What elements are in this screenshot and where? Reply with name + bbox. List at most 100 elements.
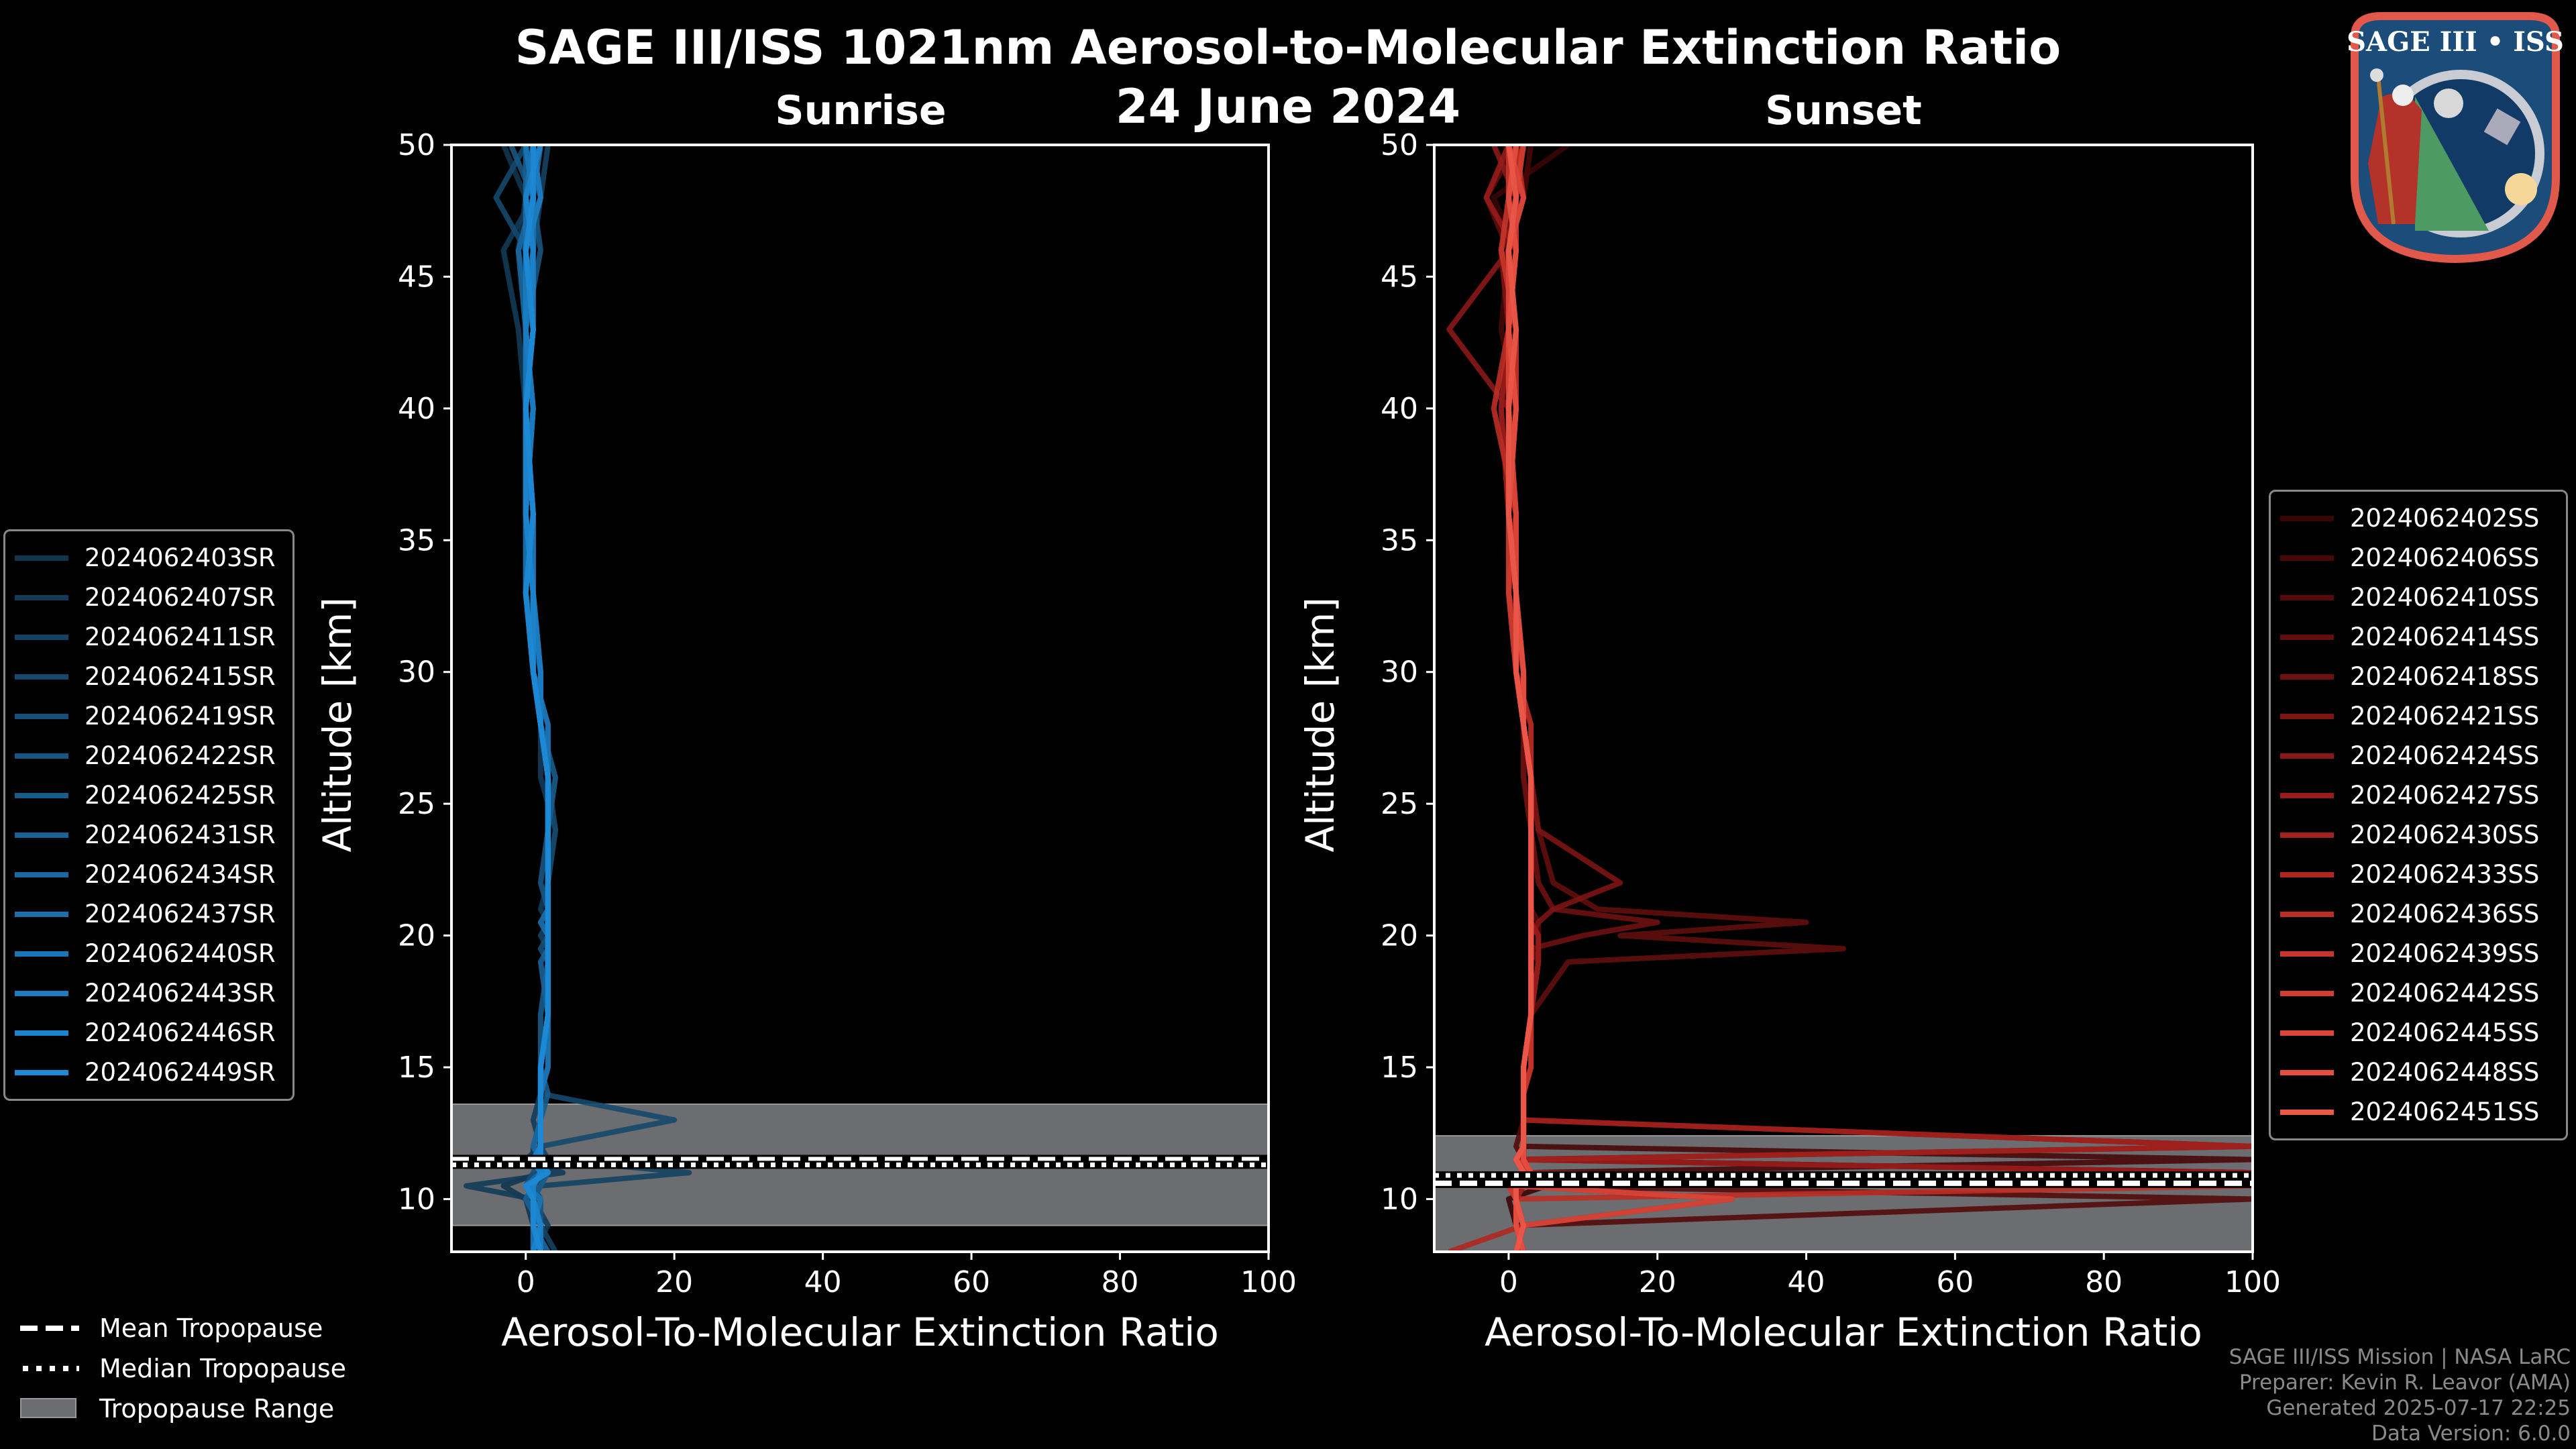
profile-line-2024062427SS (1483, 145, 2253, 1252)
y-axis-label: Altitude [km] (315, 597, 360, 852)
profile-line-2024062414SS (1483, 145, 2253, 1252)
legend-line-swatch (2280, 1109, 2334, 1115)
legend-entry: 2024062410SS (2280, 578, 2557, 617)
x-tick-label: 20 (1639, 1265, 1676, 1299)
profile-line-2024062406SS (1498, 145, 2253, 1252)
y-tick-label: 40 (1381, 392, 1418, 426)
legend-median-tropopause: Median Tropopause (20, 1348, 346, 1389)
y-tick-label: 35 (398, 523, 435, 557)
sunset-panel-title: Sunset (1765, 87, 1922, 134)
legend-tropopause-range: Tropopause Range (20, 1389, 346, 1429)
legend-label: 2024062446SR (85, 1018, 276, 1047)
legend-entry: 2024062414SS (2280, 617, 2557, 657)
legend-label: 2024062406SS (2350, 543, 2540, 572)
legend-entry: 2024062437SR (15, 894, 283, 934)
legend-label: 2024062449SR (85, 1058, 276, 1087)
legend-entry: 2024062445SS (2280, 1013, 2557, 1053)
y-tick-label: 15 (398, 1051, 435, 1085)
x-axis-label: Aerosol-To-Molecular Extinction Ratio (1485, 1309, 2202, 1355)
sunrise-panel-title: Sunrise (775, 87, 947, 134)
credit-version: Data Version: 6.0.0 (2371, 1421, 2571, 1446)
legend-entry: 2024062407SR (15, 578, 283, 617)
sunrise-plot-area (451, 145, 1269, 1252)
legend-label: 2024062407SR (85, 583, 276, 612)
legend-entry: 2024062443SR (15, 973, 283, 1013)
credit-mission: SAGE III/ISS Mission | NASA LaRC (2229, 1345, 2571, 1369)
legend-label: 2024062443SR (85, 979, 276, 1008)
sunset-axes-frame (1433, 144, 2254, 1253)
svg-text:SAGE III • ISS: SAGE III • ISS (2347, 26, 2564, 58)
legend-line-swatch (2280, 713, 2334, 719)
y-tick-label: 30 (398, 655, 435, 690)
profile-line-2024062410SS (1498, 145, 2253, 1252)
legend-entry: 2024062431SR (15, 815, 283, 855)
profile-line-2024062436SS (1491, 145, 2253, 1252)
legend-label: 2024062421SS (2350, 702, 2540, 731)
legend-label: 2024062448SS (2350, 1058, 2540, 1087)
y-axis-label: Altitude [km] (1297, 597, 1343, 852)
y-tick-label: 20 (398, 919, 435, 953)
y-tick-label: 25 (1381, 787, 1418, 821)
legend-label: 2024062451SS (2350, 1097, 2540, 1126)
legend-label: 2024062411SR (85, 623, 276, 651)
y-tick-label: 50 (398, 128, 435, 162)
legend-entry: 2024062449SR (15, 1053, 283, 1092)
legend-entry: 2024062424SS (2280, 736, 2557, 775)
y-tick-label: 10 (398, 1182, 435, 1216)
legend-line-swatch (2280, 951, 2334, 957)
x-axis-label: Aerosol-To-Molecular Extinction Ratio (501, 1309, 1219, 1355)
legend-label: 2024062410SS (2350, 583, 2540, 612)
legend-line-swatch (2280, 594, 2334, 600)
profile-line-2024062451SS (1505, 145, 1534, 1252)
legend-entry: 2024062436SS (2280, 894, 2557, 934)
legend-label: 2024062430SS (2350, 820, 2540, 849)
legend-line-swatch (15, 871, 68, 877)
y-tick-label: 15 (1381, 1051, 1418, 1085)
chart-subtitle: 24 June 2024 (1115, 79, 1461, 134)
sunset-plot-area (1434, 145, 2253, 1252)
legend-line-swatch (2280, 753, 2334, 759)
legend-line-swatch (15, 1069, 68, 1075)
legend-line-swatch (15, 832, 68, 838)
y-tick-label: 35 (1381, 523, 1418, 557)
profile-line-2024062421SS (1498, 145, 1735, 1252)
legend-line-swatch (15, 634, 68, 640)
legend-entry: 2024062419SR (15, 696, 283, 736)
legend-entry: 2024062434SR (15, 855, 283, 894)
credits: SAGE III/ISS Mission | NASA LaRC Prepare… (2229, 1344, 2571, 1446)
credit-generated: Generated 2025-07-17 22:25 (2266, 1396, 2571, 1420)
y-tick-label: 30 (1381, 655, 1418, 690)
sage-iii-iss-mission-logo: SAGE III • ISS (2347, 12, 2564, 264)
legend-line-swatch (15, 594, 68, 600)
x-tick-label: 0 (1499, 1265, 1518, 1299)
sunset-legend: 2024062402SS 2024062406SS 2024062410SS 2024… (2269, 490, 2568, 1140)
legend-line-swatch (2280, 1069, 2334, 1075)
legend-line-swatch (2280, 1030, 2334, 1036)
legend-line-swatch (2280, 792, 2334, 798)
y-tick-label: 40 (398, 392, 435, 426)
x-tick-label: 60 (1936, 1265, 1974, 1299)
gray-patch-icon (20, 1398, 76, 1418)
legend-line-swatch (2280, 634, 2334, 640)
legend-label: 2024062424SS (2350, 741, 2540, 770)
legend-label: 2024062445SS (2350, 1018, 2540, 1047)
legend-label: 2024062403SR (85, 543, 276, 572)
legend-entry: 2024062448SS (2280, 1053, 2557, 1092)
legend-entry: 2024062430SS (2280, 815, 2557, 855)
x-tick-label: 80 (2085, 1265, 2123, 1299)
legend-label: 2024062414SS (2350, 623, 2540, 651)
legend-label: Mean Tropopause (99, 1313, 323, 1343)
legend-line-swatch (15, 674, 68, 680)
chart-title: SAGE III/ISS 1021nm Aerosol-to-Molecular… (515, 20, 2061, 75)
legend-entry: 2024062451SS (2280, 1092, 2557, 1132)
legend-line-swatch (15, 555, 68, 561)
legend-label: 2024062442SS (2350, 979, 2540, 1008)
x-tick-label: 20 (655, 1265, 693, 1299)
legend-entry: 2024062439SS (2280, 934, 2557, 973)
sunrise-legend: 2024062403SR 2024062407SR 2024062411SR 2024… (3, 529, 294, 1101)
y-tick-label: 10 (1381, 1182, 1418, 1216)
legend-mean-tropopause: Mean Tropopause (20, 1308, 346, 1348)
profile-line-2024062402SS (1491, 145, 2253, 1252)
sunrise-axes-frame (450, 144, 1270, 1253)
